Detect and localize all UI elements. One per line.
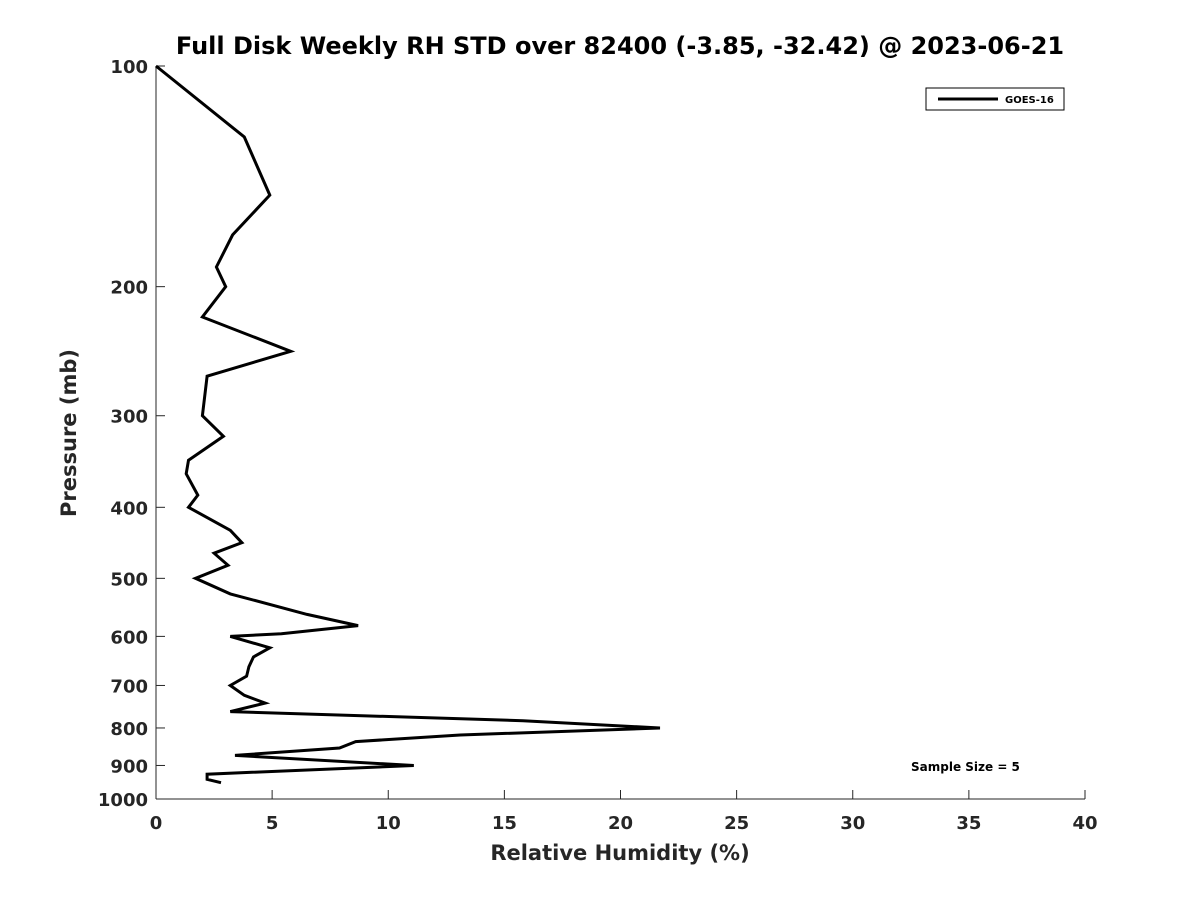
x-axis-label: Relative Humidity (%): [490, 841, 749, 865]
series-group: [155, 64, 661, 785]
x-tick-label: 35: [956, 813, 981, 834]
x-tick-label: 15: [492, 813, 517, 834]
x-tick-label: 30: [840, 813, 865, 834]
x-tick-label: 10: [376, 813, 401, 834]
x-tick-label: 5: [266, 813, 279, 834]
y-tick-label: 700: [110, 676, 148, 697]
y-tick-label: 200: [110, 278, 148, 299]
y-tick-label: 600: [110, 627, 148, 648]
y-tick-label: 100: [110, 57, 148, 78]
axes: 0 5 10 15 20 25 30 35 40 100 200 300 400 500 600 700 800…: [98, 57, 1098, 834]
x-tick-label: 20: [608, 813, 633, 834]
y-tick-label: 400: [110, 498, 148, 519]
x-tick-label: 0: [150, 813, 163, 834]
x-tick-label: 25: [724, 813, 749, 834]
y-tick-label: 300: [110, 407, 148, 428]
y-tick-label: 1000: [98, 790, 148, 811]
y-tick-label: 800: [110, 719, 148, 740]
y-tick-label: 900: [110, 756, 148, 777]
x-tick-label: 40: [1072, 813, 1097, 834]
y-tick-label: 500: [110, 569, 148, 590]
series-line-goes-16: [155, 64, 661, 785]
sample-size-annotation: Sample Size = 5: [911, 760, 1020, 774]
legend: GOES-16: [925, 87, 1065, 111]
chart-title: Full Disk Weekly RH STD over 82400 (-3.8…: [176, 32, 1064, 60]
legend-label-goes16: GOES-16: [1005, 95, 1054, 106]
y-axis-label: Pressure (mb): [57, 349, 81, 517]
